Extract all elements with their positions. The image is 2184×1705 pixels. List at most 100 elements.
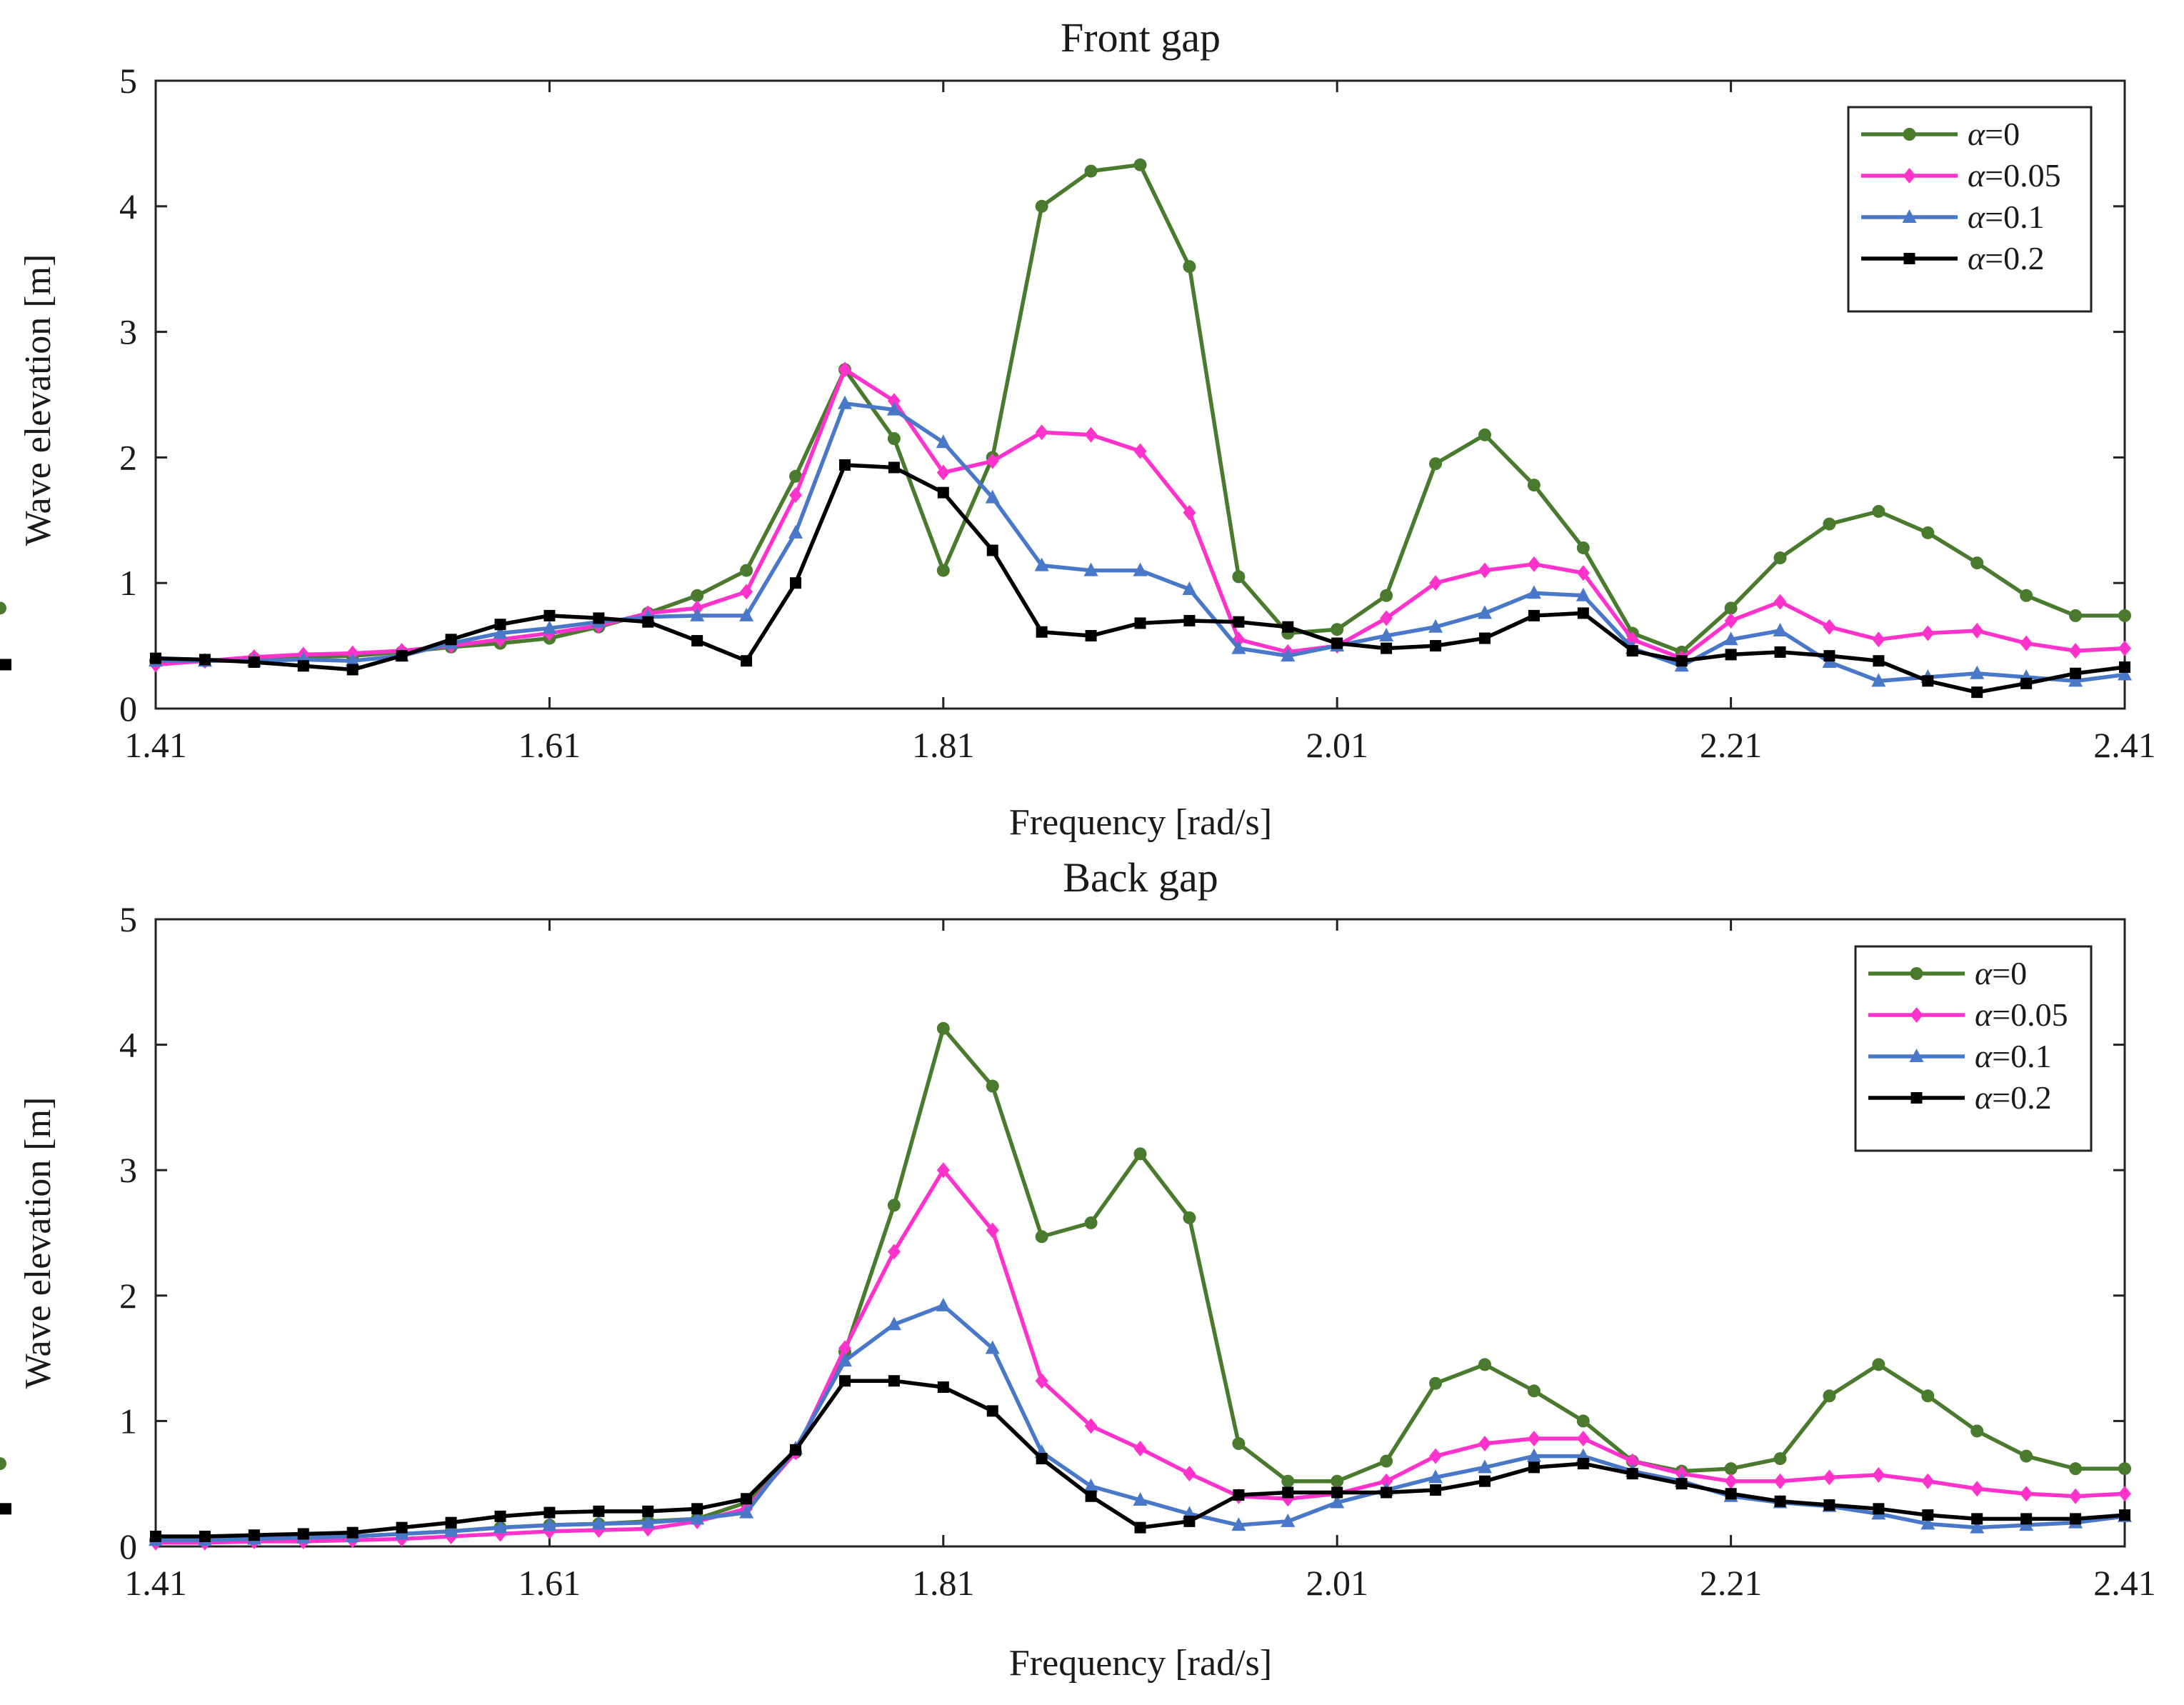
data-point [544,1506,556,1519]
legend-label: α=0 [1975,955,2027,991]
data-point [542,620,557,634]
data-point [887,393,901,409]
data-point [1773,1452,1787,1466]
data-point [1823,517,1836,531]
data-point [346,664,359,676]
y-tick-label: 3 [119,1150,137,1190]
data-point [1035,1373,1048,1389]
data-point [1675,1478,1688,1490]
data-point [1970,556,1984,570]
data-point [1971,686,1983,699]
data-point [2069,1488,2083,1504]
legend-swatch-marker [1903,128,1916,141]
data-point [739,1504,754,1519]
data-point [1083,562,1098,576]
legend-swatch-marker [1910,1007,1923,1023]
data-point [1381,642,1393,654]
data-point [1872,1358,1885,1371]
data-point [1527,1430,1541,1446]
data-point [1970,1519,1985,1534]
data-point [2119,1509,2130,1521]
x-tick-label: 1.41 [124,1563,187,1603]
x-axis-label: Frequency [rad/s] [1009,1643,1272,1684]
data-point [1085,630,1097,642]
data-point [0,1457,6,1471]
data-point [887,1199,901,1212]
data-point [2118,666,2132,681]
y-tick-label: 1 [119,563,137,603]
x-tick-label: 1.41 [124,725,187,765]
data-point [838,459,851,471]
data-point [1872,631,1885,648]
legend-entry: α=0 [1861,116,2020,152]
data-point [1576,1430,1590,1446]
legend-swatch-marker [1902,209,1917,223]
legend-entry: α=0.1 [1861,199,2045,235]
data-point [1725,649,1737,661]
data-point [494,619,506,631]
data-point [1528,609,1540,621]
data-point [297,1528,309,1540]
data-point [544,609,556,621]
data-point [1083,1478,1098,1492]
data-point [1577,1458,1589,1470]
data-point [1133,158,1147,171]
data-point [1724,1473,1738,1489]
chart-back-gap: Back gap 1.41 1.61 1.81 2.01 2.21 2.41012345 … [0,854,2156,1684]
data-point [1478,428,1491,441]
data-point [1035,199,1048,213]
data-point [1231,640,1246,654]
data-point [1428,1469,1443,1484]
data-point [346,1526,359,1539]
data-point [1773,594,1787,610]
data-point [1873,1503,1885,1515]
data-point [494,1510,506,1522]
data-point [936,464,950,481]
data-point [886,401,901,416]
data-point [445,1516,457,1529]
data-point [199,1530,211,1542]
data-point [1477,1459,1492,1474]
plot-series [0,1021,2132,1551]
data-point [838,1375,851,1387]
data-point [886,1316,901,1331]
data-point [1823,1469,1836,1486]
plot-series [0,158,2132,699]
data-point [789,469,803,483]
data-point [887,1244,901,1260]
data-point [2118,609,2131,622]
data-point [1035,1230,1048,1244]
data-point [1576,565,1590,581]
data-point [1428,619,1443,633]
data-point [1675,655,1688,667]
data-point [1823,619,1836,635]
y-tick-label: 4 [119,186,137,226]
y-tick-label: 5 [119,61,137,101]
data-point [1477,605,1492,619]
data-point [1183,1211,1196,1224]
data-point [1036,626,1048,638]
data-point [1233,1489,1245,1501]
legend-entry: α=0.1 [1868,1038,2052,1074]
data-point [1922,1509,1934,1521]
data-point [2118,640,2131,656]
data-point [790,577,802,589]
data-point [1380,589,1393,602]
series-line [156,1026,2125,1542]
data-point [1133,1492,1148,1506]
data-point [1723,631,1738,646]
data-point [1528,1461,1540,1474]
x-tick-label: 1.81 [912,1563,975,1603]
data-point [1724,1462,1738,1476]
series-line [156,163,2125,663]
data-point [1872,504,1885,518]
data-point [1921,526,1935,539]
data-point [1331,637,1343,649]
x-tick-label: 2.21 [1700,1563,1763,1603]
data-point [2020,1449,2033,1463]
data-point [2119,661,2130,673]
data-point [1281,648,1296,662]
data-point [1773,1473,1787,1489]
data-point [1281,1513,1296,1527]
data-point [1380,610,1393,626]
